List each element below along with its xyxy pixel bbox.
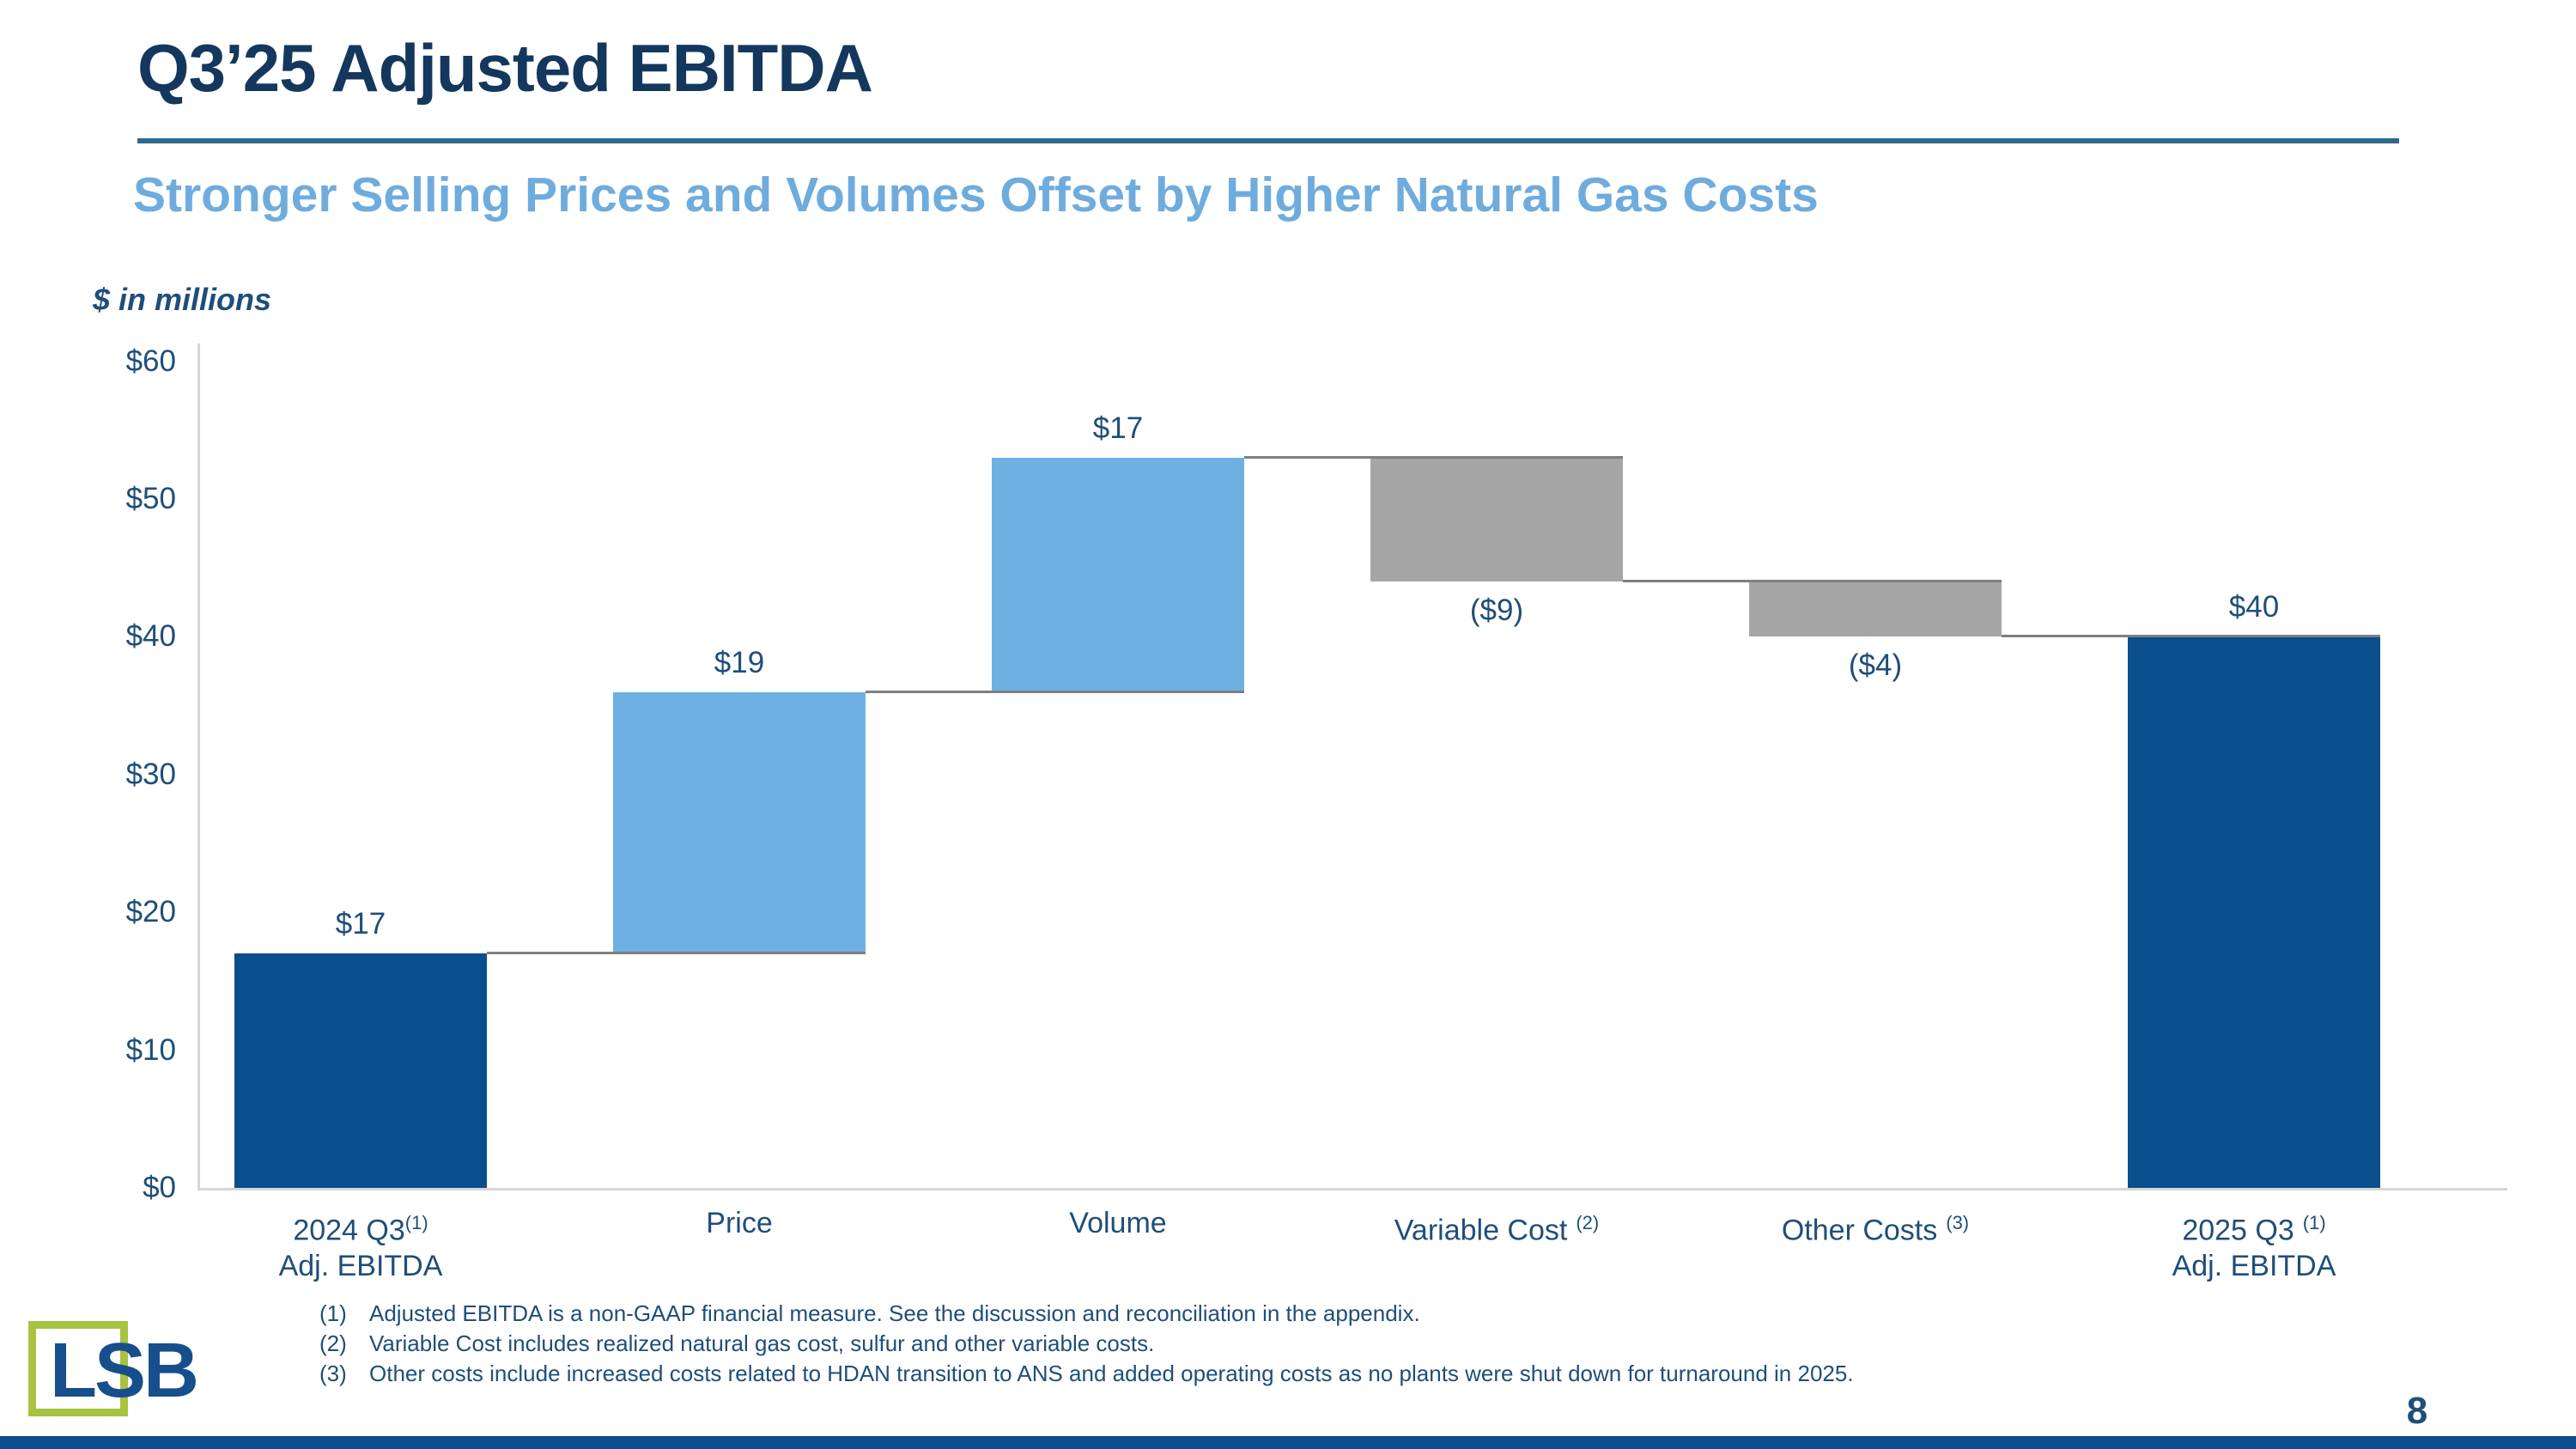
y-axis-tick-label: $0 (143, 1171, 176, 1204)
waterfall-connector (2002, 635, 2380, 638)
x-axis-category-label: Other Costs (3) (1686, 1205, 2064, 1248)
bar-value-label: $40 (2228, 590, 2280, 624)
category-label-line2: Adj. EBITDA (278, 1250, 443, 1283)
footnote-ref: (2) (1576, 1212, 1600, 1233)
waterfall-bar-total (2128, 636, 2380, 1188)
footnote-text: Other costs include increased costs rela… (369, 1361, 1854, 1386)
footnote-ref: (3) (1946, 1212, 1970, 1233)
logo-green-square (28, 1321, 128, 1416)
bar-value-label: $19 (714, 645, 765, 679)
footnote-ref: (1) (404, 1212, 428, 1233)
footnote-number: (2) (319, 1330, 347, 1356)
y-axis-tick-label: $10 (125, 1032, 176, 1067)
footnote: (1) Adjusted EBITDA is a non-GAAP financi… (319, 1299, 1854, 1329)
y-axis-tick-label: $20 (125, 895, 176, 929)
footnote: (2) Variable Cost includes realized natur… (319, 1329, 1854, 1359)
category-label-line1: Other Costs (3) (1781, 1212, 1970, 1247)
y-axis-tick-label: $50 (125, 482, 176, 515)
waterfall-bar-decrease (1749, 581, 2002, 637)
y-axis-tick-label: $30 (125, 757, 176, 791)
footnote-ref: (1) (2302, 1212, 2326, 1233)
x-axis-category-label: 2024 Q3(1) Adj. EBITDA (172, 1205, 550, 1284)
y-axis-tick-label: $60 (125, 344, 176, 378)
waterfall-bar-increase (613, 691, 866, 954)
footnote-text: Variable Cost includes realized natural … (369, 1330, 1155, 1356)
category-label-line1: 2024 Q3(1) (293, 1212, 428, 1247)
waterfall-connector (866, 690, 1244, 693)
footnote-number: (1) (319, 1300, 347, 1326)
waterfall-connector (1623, 580, 2002, 583)
category-label-line1: Price (706, 1207, 773, 1239)
subtitle: Stronger Selling Prices and Volumes Offs… (133, 167, 1819, 222)
x-axis-category-label: Price (550, 1205, 928, 1241)
lsb-logo: LSB (50, 1328, 199, 1414)
x-axis-category-label: Variable Cost (2) (1308, 1205, 1686, 1248)
y-axis-tick-label: $40 (125, 619, 176, 654)
bar-value-label: $17 (1092, 411, 1144, 445)
bar-value-label: ($4) (1848, 648, 1903, 683)
category-label-line1: Volume (1069, 1207, 1167, 1239)
footnote-number: (3) (319, 1361, 347, 1386)
x-axis-category-label: Volume (929, 1205, 1307, 1241)
waterfall-bar-increase (992, 457, 1244, 692)
units-note: $ in millions (93, 282, 272, 317)
bar-value-label: ($9) (1469, 594, 1524, 628)
waterfall-connector (487, 952, 866, 955)
x-axis-category-label: 2025 Q3 (1) Adj. EBITDA (2065, 1205, 2443, 1284)
category-label-line1: 2025 Q3 (1) (2182, 1212, 2326, 1247)
waterfall-bar-decrease (1370, 457, 1623, 582)
bar-value-label: $17 (335, 907, 386, 941)
footnote: (3) Other costs include increased costs r… (319, 1359, 1854, 1389)
category-label-line2: Adj. EBITDA (2172, 1250, 2336, 1283)
waterfall-bar-total (234, 953, 487, 1188)
title-divider (137, 138, 2399, 143)
footnotes: (1) Adjusted EBITDA is a non-GAAP financi… (319, 1299, 1854, 1389)
x-axis-line (197, 1188, 2507, 1190)
page-number: 8 (2406, 1390, 2428, 1432)
footnote-text: Adjusted EBITDA is a non-GAAP financial … (369, 1300, 1420, 1326)
y-axis-line (197, 344, 200, 1190)
waterfall-connector (1244, 455, 1623, 459)
category-label-line1: Variable Cost (2) (1394, 1212, 1600, 1247)
footer-bar (0, 1436, 2576, 1449)
page-title: Q3’25 Adjusted EBITDA (137, 30, 873, 106)
